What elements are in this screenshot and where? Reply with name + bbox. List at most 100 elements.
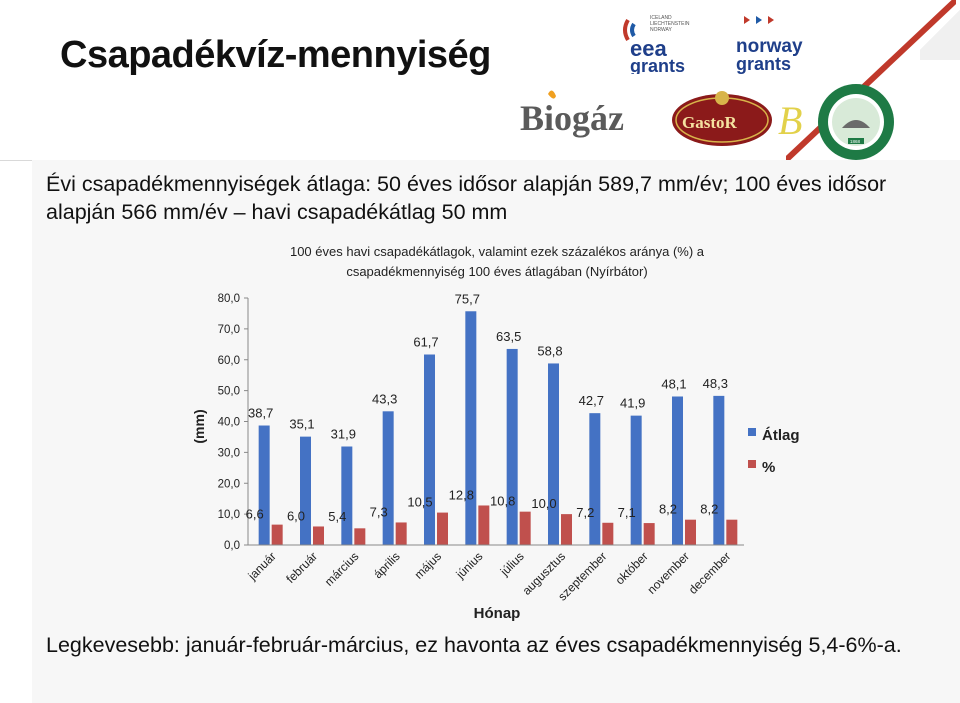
eea-grants-logo: ICELAND LIECHTENSTEIN NORWAY eea grants — [623, 15, 690, 74]
x-tick-label: június — [453, 549, 486, 582]
value-label-percent: 5,4 — [328, 509, 346, 524]
x-tick-label: február — [283, 549, 320, 586]
y-tick-label: 10,0 — [218, 509, 240, 521]
value-label-percent: 10,8 — [490, 494, 515, 509]
x-tick-label: május — [412, 549, 445, 582]
bar-atlag-január — [258, 425, 270, 545]
svg-text:Biogáz: Biogáz — [520, 98, 624, 138]
bar-percent-január — [271, 524, 283, 545]
chart-title: 100 éves havi csapadékátlagok, valamint … — [290, 244, 705, 279]
value-label-percent: 10,0 — [531, 496, 556, 511]
y-axis: 0,0 10,0 20,0 30,0 40,0 50,0 60,0 70,0 80,0 — [218, 293, 249, 552]
x-axis: január február március április május június jú… — [245, 544, 744, 603]
page-title: Csapadékvíz-mennyiség — [60, 34, 491, 76]
value-label-atlag: 48,3 — [703, 376, 728, 391]
bar-atlag-november — [672, 396, 683, 545]
value-label-atlag: 75,7 — [455, 291, 480, 306]
svg-text:eea: eea — [630, 36, 667, 61]
bar-atlag-július — [506, 348, 518, 545]
svg-text:ICELAND: ICELAND — [650, 15, 672, 21]
y-tick-label: 80,0 — [218, 293, 240, 305]
value-label-percent: 8,2 — [700, 502, 718, 517]
society-seal-logo: 1868 — [818, 84, 894, 160]
bar-percent-július — [519, 511, 531, 545]
svg-text:B: B — [778, 98, 802, 140]
svg-text:grants: grants — [630, 56, 685, 74]
bar-percent-november — [685, 519, 696, 545]
value-label-percent: 6,0 — [287, 508, 305, 523]
bar-series — [258, 311, 738, 545]
bar-percent-május — [437, 512, 448, 545]
y-tick-label: 40,0 — [218, 417, 240, 429]
value-label-percent: 10,5 — [407, 495, 432, 510]
y-tick-label: 70,0 — [218, 324, 240, 336]
chart-title-line-1: 100 éves havi csapadékátlagok, valamint … — [290, 244, 705, 259]
svg-text:norway: norway — [736, 36, 803, 57]
value-label-atlag: 42,7 — [579, 393, 604, 408]
x-tick-label: március — [322, 549, 362, 589]
gastor-logo: GastoR — [672, 91, 772, 146]
value-label-percent: 12,8 — [449, 487, 474, 502]
norway-grants-logo: norway grants — [736, 16, 803, 74]
svg-text:LIECHTENSTEIN: LIECHTENSTEIN — [650, 21, 690, 27]
value-label-percent: 7,2 — [576, 505, 594, 520]
y-tick-label: 0,0 — [224, 540, 240, 552]
bar-atlag-december — [713, 395, 725, 545]
value-label-atlag: 35,1 — [289, 417, 314, 432]
header-band — [0, 0, 960, 160]
svg-text:GastoR: GastoR — [682, 113, 738, 132]
y-tick-label: 20,0 — [218, 478, 240, 490]
bar-percent-augusztus — [561, 514, 572, 545]
bar-percent-március — [354, 528, 366, 545]
x-tick-label: július — [497, 549, 527, 579]
footer-text: Legkevesebb: január-február-március, ez … — [46, 633, 902, 657]
biogaz-logo: Biogáz — [520, 90, 624, 138]
legend-label: Átlag — [762, 427, 800, 444]
value-label-atlag: 61,7 — [413, 335, 438, 350]
value-label-atlag: 48,1 — [661, 376, 686, 391]
x-tick-label: december — [686, 549, 734, 597]
value-label-percent: 7,3 — [370, 504, 388, 519]
value-label-atlag: 41,9 — [620, 396, 645, 411]
value-label-atlag: 58,8 — [537, 343, 562, 358]
value-label-atlag: 38,7 — [248, 406, 273, 421]
legend-swatch — [748, 460, 756, 468]
x-tick-label: november — [644, 549, 692, 597]
legend-label: % — [762, 459, 775, 476]
bar-atlag-március — [341, 446, 353, 545]
bar-atlag-április — [382, 411, 394, 545]
bar-atlag-szeptember — [589, 413, 601, 545]
content-panel — [32, 160, 960, 703]
x-axis-title: Hónap — [474, 605, 521, 622]
y-tick-label: 30,0 — [218, 447, 240, 459]
bar-percent-október — [643, 523, 655, 545]
svg-text:grants: grants — [736, 54, 791, 74]
intro-text: Évi csapadékmennyiségek átlaga: 50 éves … — [46, 172, 887, 224]
bar-atlag-február — [300, 436, 311, 545]
bar-percent-február — [313, 526, 324, 545]
bar-percent-december — [726, 519, 738, 545]
bar-percent-június — [478, 505, 490, 545]
value-label-percent: 8,2 — [659, 502, 677, 517]
chart-legend: Átlag% — [748, 427, 800, 476]
svg-text:1868: 1868 — [850, 139, 861, 144]
value-label-atlag: 63,5 — [496, 329, 521, 344]
svg-text:NORWAY: NORWAY — [650, 27, 673, 33]
value-label-atlag: 43,3 — [372, 391, 397, 406]
bar-atlag-május — [424, 354, 435, 545]
y-tick-label: 50,0 — [218, 386, 240, 398]
chart-title-line-2: csapadékmennyiség 100 éves átlagában (Ny… — [346, 264, 647, 279]
bar-percent-szeptember — [602, 522, 614, 545]
bar-atlag-október — [630, 415, 642, 545]
b-logo: B — [778, 98, 802, 140]
value-label-percent: 6,6 — [246, 507, 264, 522]
x-tick-label: január — [245, 549, 279, 583]
bar-atlag-augusztus — [548, 363, 559, 545]
bar-atlag-június — [465, 311, 477, 545]
y-axis-title: (mm) — [191, 409, 207, 443]
decorative-line — [786, 0, 956, 160]
value-label-atlag: 31,9 — [331, 427, 356, 442]
y-tick-label: 60,0 — [218, 355, 240, 367]
